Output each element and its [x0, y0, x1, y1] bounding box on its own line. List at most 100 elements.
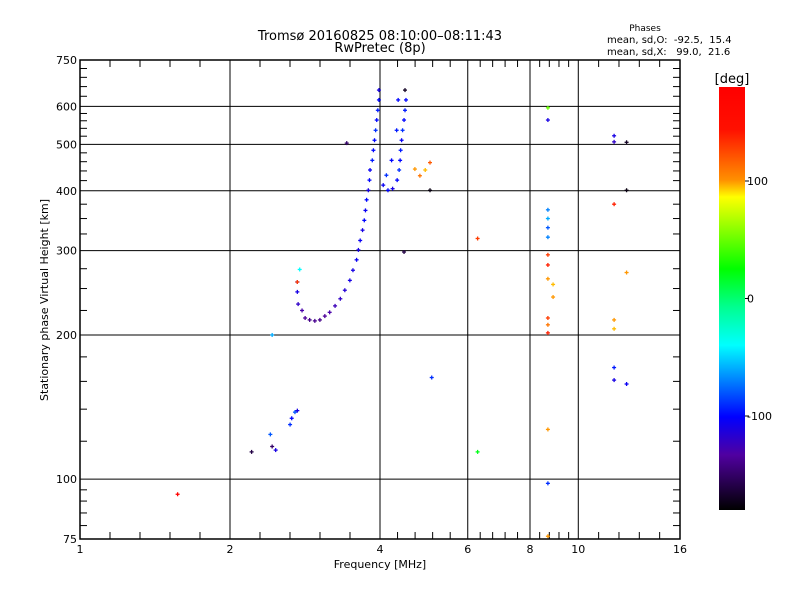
echo-point — [350, 268, 355, 273]
y-tick-label: 100 — [56, 473, 77, 486]
y-tick-label: 500 — [56, 138, 77, 151]
echo-point — [403, 97, 408, 102]
echo-point — [303, 315, 308, 320]
plot-frame — [79, 59, 681, 540]
echo-point — [551, 295, 556, 300]
colorbar-tick-label: 100 — [747, 175, 768, 188]
echo-point — [551, 282, 556, 287]
colorbar-tick-label: 0 — [747, 293, 754, 306]
echo-point — [367, 178, 372, 183]
echo-point — [338, 296, 343, 301]
echo-point — [423, 167, 428, 172]
echo-point — [399, 138, 404, 143]
echo-point — [403, 108, 408, 113]
echo-point — [396, 97, 401, 102]
echo-point — [612, 326, 617, 331]
grid-lines — [80, 60, 680, 539]
colorbar-tick-label: -100 — [747, 410, 772, 423]
echo-point — [268, 432, 273, 437]
echo-point — [312, 318, 317, 323]
echo-point — [398, 158, 403, 163]
echo-point — [364, 197, 369, 202]
echo-point — [545, 105, 550, 110]
echo-point — [545, 252, 550, 257]
x-tick-label: 8 — [527, 543, 534, 556]
axis-ticks — [80, 59, 680, 540]
x-axis-label: Frequency [MHz] — [334, 558, 426, 571]
echo-point — [347, 278, 352, 283]
echo-point — [363, 208, 368, 213]
y-tick-label: 400 — [56, 185, 77, 198]
echo-point — [624, 381, 629, 386]
y-tick-label: 300 — [56, 245, 77, 258]
echo-point — [545, 276, 550, 281]
echo-point — [354, 257, 359, 262]
echo-point — [429, 375, 434, 380]
echo-point — [368, 167, 373, 172]
echo-point — [612, 378, 617, 383]
colorbar-label: [deg] — [715, 72, 750, 87]
echo-point — [612, 365, 617, 370]
echo-point — [307, 317, 312, 322]
echo-point — [428, 188, 433, 193]
x-tick-label: 4 — [377, 543, 384, 556]
echo-point — [370, 158, 375, 163]
echo-point — [375, 108, 380, 113]
echo-point — [372, 138, 377, 143]
stats-o-line: mean, sd,O: -92.5, 15.4 — [607, 35, 732, 46]
echo-point — [417, 173, 422, 178]
echo-point — [545, 330, 550, 335]
echo-point — [322, 314, 327, 319]
chart-title: Tromsø 20160825 08:10:00–08:11:43 — [257, 29, 502, 44]
echo-point — [270, 444, 275, 449]
echo-point — [545, 207, 550, 212]
y-tick-label: 75 — [63, 533, 77, 546]
echo-point — [389, 158, 394, 163]
echo-point — [545, 534, 550, 539]
echo-point — [624, 188, 629, 193]
echo-point — [358, 238, 363, 243]
echo-point — [296, 302, 301, 307]
tick-labels: 1 2 4 6 8 10 16 75 100 200 300 400 500 600 750 — [56, 54, 687, 556]
colorbar — [719, 87, 745, 510]
echo-point — [402, 250, 407, 255]
echo-point — [624, 140, 629, 145]
echo-point — [295, 289, 300, 294]
chart-subtitle: RwPretec (8p) — [334, 41, 425, 56]
echo-point — [545, 262, 550, 267]
echo-point — [362, 218, 367, 223]
echo-point — [612, 202, 617, 207]
echo-point — [545, 216, 550, 221]
echo-point — [545, 322, 550, 327]
echo-point — [402, 118, 407, 123]
echo-point — [317, 317, 322, 322]
x-tick-label: 1 — [77, 543, 84, 556]
echo-point — [356, 247, 361, 252]
echo-point — [288, 422, 293, 427]
echo-point — [412, 167, 417, 172]
echo-point — [270, 332, 275, 337]
echo-point — [612, 139, 617, 144]
echo-point — [376, 97, 381, 102]
echo-point — [376, 88, 381, 93]
echo-point — [400, 128, 405, 133]
echo-point — [428, 160, 433, 165]
y-tick-label: 750 — [56, 54, 77, 67]
echo-point — [545, 118, 550, 123]
y-tick-label: 200 — [56, 329, 77, 342]
x-tick-label: 2 — [227, 543, 234, 556]
echo-point — [545, 427, 550, 432]
echo-point — [612, 317, 617, 322]
echo-point — [289, 416, 294, 421]
x-tick-label: 10 — [571, 543, 585, 556]
echo-point — [342, 288, 347, 293]
echo-point — [366, 188, 371, 193]
echo-point — [292, 410, 297, 415]
echo-point — [475, 236, 480, 241]
echo-point — [403, 88, 408, 93]
echo-point — [624, 270, 629, 275]
echo-point — [545, 315, 550, 320]
y-axis-label: Stationary phase Virtual Height [km] — [38, 199, 51, 401]
echo-point — [395, 178, 400, 183]
